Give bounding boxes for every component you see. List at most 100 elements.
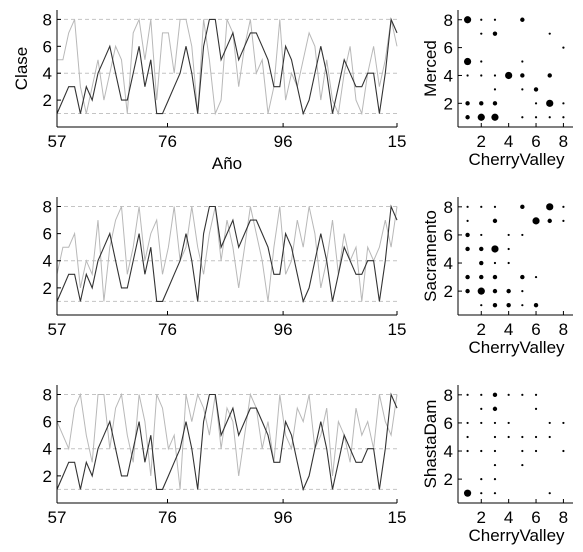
scatter-point [521, 88, 524, 91]
scatter-point [480, 492, 483, 495]
scatter-point [532, 217, 540, 225]
scatter-point [521, 393, 524, 396]
scatter-point [534, 435, 538, 439]
scatter-point [506, 288, 511, 294]
scatter-point [521, 233, 524, 237]
y-tick-label: 4 [43, 64, 52, 83]
scatter-point [480, 18, 483, 21]
scatter-point [506, 302, 511, 308]
scatter-point [466, 435, 469, 439]
scatter-point [493, 205, 497, 208]
scatter-point [480, 393, 483, 396]
scatter-point [534, 275, 538, 279]
scatter-point [477, 287, 485, 295]
y-tick-label: 6 [43, 37, 52, 56]
scatter-point [534, 449, 538, 453]
y-tick-label: 8 [43, 385, 52, 404]
y-tick-label: 8 [43, 10, 52, 29]
x-tick-label: 76 [158, 320, 177, 339]
scatter-point [521, 60, 524, 63]
scatter-point [548, 492, 551, 495]
scatter-point [520, 204, 525, 210]
x-axis-label: CherryValley [468, 338, 565, 357]
scatter-point [492, 274, 498, 280]
y-tick-label: 2 [43, 467, 52, 486]
scatter-point [466, 393, 469, 396]
y-tick-label: 4 [444, 66, 453, 85]
scatter-point [479, 260, 484, 266]
scatter-point [492, 288, 498, 294]
scatter-point [492, 31, 498, 36]
x-tick-label: 8 [559, 508, 568, 527]
x-tick-label: 8 [559, 132, 568, 151]
y-axis-label: Sacramento [421, 210, 440, 302]
x-tick-label: 2 [477, 320, 486, 339]
scatter-point [493, 478, 497, 481]
series-line-2 [56, 392, 398, 492]
scatter-point [533, 302, 539, 308]
scatter-point [480, 60, 483, 63]
scatter-point [463, 16, 472, 24]
x-tick-label: 4 [504, 132, 513, 151]
scatter-point [493, 492, 497, 495]
x-tick-label: 6 [531, 320, 540, 339]
y-tick-label: 2 [43, 279, 52, 298]
scatter-point [480, 478, 483, 481]
y-tick-label: 6 [444, 39, 453, 58]
scatter-point [548, 32, 551, 35]
x-tick-label: 4 [504, 508, 513, 527]
scatter-point [548, 421, 551, 425]
scatter-point [546, 99, 554, 107]
series-line-2 [56, 17, 398, 116]
scatter-point [534, 393, 538, 396]
series-line-1 [57, 17, 398, 116]
x-tick-label: 96 [274, 508, 293, 527]
timeseries-panel-2: 2 4 6 8 57 76 96 15 [43, 197, 407, 339]
scatter-point [465, 101, 470, 106]
y-tick-label: 6 [444, 226, 453, 245]
y-tick-label: 2 [444, 470, 453, 489]
scatter-point [507, 435, 510, 439]
scatter-point [493, 421, 497, 425]
scatter-point [546, 203, 554, 211]
scatter-point [507, 247, 510, 251]
x-axis-label: Año [212, 154, 242, 173]
x-tick-label: 96 [274, 132, 293, 151]
scatter-point [562, 205, 565, 208]
scatter-point [562, 102, 565, 105]
x-axis-label: CherryValley [468, 150, 565, 169]
scatter-point [507, 233, 510, 237]
scatter-point [466, 421, 469, 425]
scatter-point [521, 304, 524, 307]
x-tick-label: 15 [388, 132, 407, 151]
y-tick-label: 8 [444, 198, 453, 217]
scatter-point [477, 113, 485, 121]
y-axis-label: ShastaDam [421, 400, 440, 489]
series-line-1 [56, 206, 398, 302]
y-tick-label: 6 [444, 414, 453, 433]
x-tick-label: 4 [504, 320, 513, 339]
scatter-point [547, 218, 552, 224]
scatter-point [547, 73, 552, 78]
scatter-point [465, 274, 470, 280]
scatter-point [534, 102, 538, 105]
scatter-point [466, 449, 469, 453]
x-tick-label: 2 [477, 132, 486, 151]
scatter-point [520, 73, 525, 78]
scatter-point [521, 463, 524, 467]
y-tick-label: 4 [444, 254, 453, 273]
scatter-point [479, 246, 484, 252]
scatter-point [465, 246, 470, 252]
scatter-point [466, 74, 469, 77]
scatter-point [507, 261, 510, 265]
x-tick-label: 15 [388, 320, 407, 339]
y-tick-label: 4 [444, 442, 453, 461]
scatter-point [463, 489, 472, 497]
scatter-point [505, 71, 513, 80]
scatter-point [463, 57, 472, 66]
series-line-1 [56, 392, 398, 490]
x-tick-label: 8 [559, 320, 568, 339]
x-tick-label: 96 [274, 320, 293, 339]
